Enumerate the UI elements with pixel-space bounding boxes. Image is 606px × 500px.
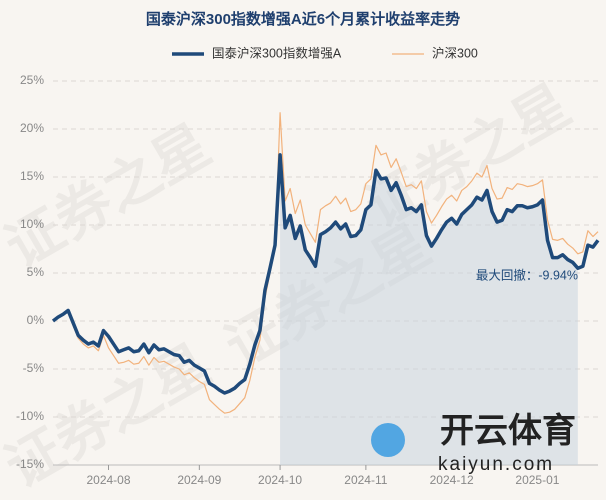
- logo-name: 开云体育: [440, 412, 576, 450]
- x-tick-label: 2024-12: [430, 473, 474, 487]
- y-tick-label: 25%: [20, 73, 44, 87]
- x-tick-label: 2024-10: [258, 473, 302, 487]
- legend-label: 国泰沪深300指数增强A: [212, 45, 342, 60]
- y-tick-label: 15%: [20, 169, 44, 183]
- logo-site: kaiyun.com: [438, 454, 554, 475]
- x-tick-label: 2024-08: [86, 473, 130, 487]
- annotation: 最大回撤：-9.94%: [476, 267, 578, 282]
- x-tick-label: 2025-01: [515, 473, 559, 487]
- chart-title: 国泰沪深300指数增强A近6个月累计收益率走势: [146, 10, 460, 28]
- x-tick-label: 2024-09: [177, 473, 221, 487]
- series-line: [51, 153, 600, 395]
- y-tick-label: -5%: [23, 361, 45, 375]
- y-tick-label: -15%: [16, 457, 44, 471]
- y-tick-label: -10%: [16, 409, 44, 423]
- y-tick-label: 5%: [27, 265, 45, 279]
- y-tick-label: 10%: [20, 217, 44, 231]
- x-tick-label: 2024-11: [344, 473, 387, 487]
- drawdown-area: [280, 154, 578, 466]
- logo-ball: [371, 423, 405, 457]
- y-tick-label: 20%: [20, 121, 44, 135]
- series-line: [52, 112, 599, 414]
- y-tick-label: 0%: [27, 313, 45, 327]
- legend-label: 沪深300: [432, 46, 478, 60]
